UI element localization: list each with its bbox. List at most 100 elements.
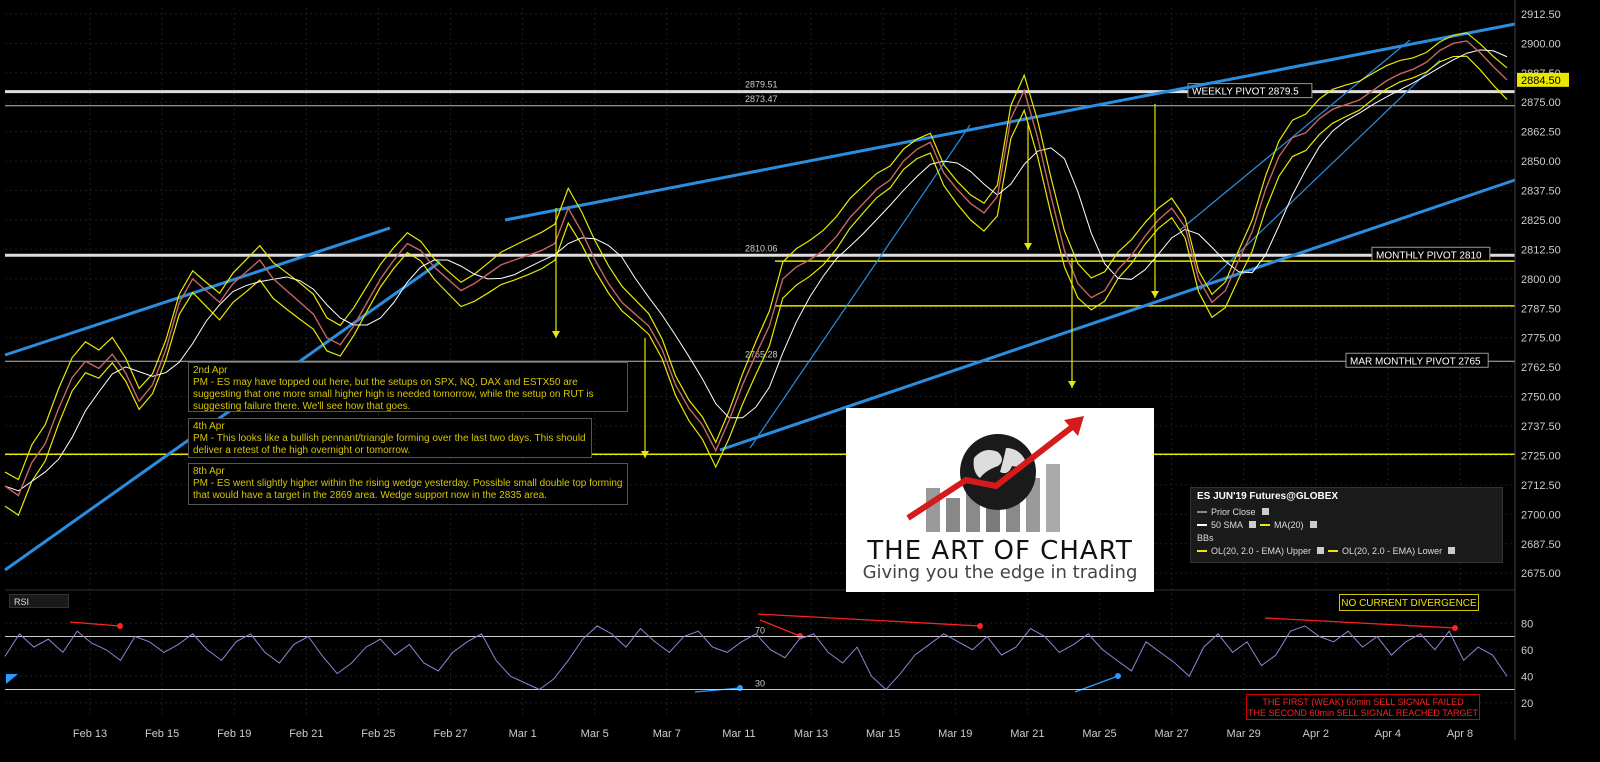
sma-50-line	[4, 49, 1508, 492]
time-tick-label: Mar 1	[509, 728, 537, 740]
price-tick-label: 2737.50	[1521, 421, 1561, 433]
price-tick-label: 2787.50	[1521, 303, 1561, 315]
pivot-label: MAR MONTHLY PIVOT 2765	[1350, 356, 1481, 367]
art-of-chart-logo: THE ART OF CHART Giving you the edge in …	[846, 408, 1154, 592]
arrow-head	[552, 331, 560, 338]
divergence-arrow	[757, 613, 981, 627]
time-tick-label: Mar 19	[938, 728, 972, 740]
price-tick-label: 2700.00	[1521, 509, 1561, 521]
rsi-indicator-label[interactable]: RSI	[9, 594, 69, 608]
last-price-tag	[1517, 72, 1569, 87]
pivot-label-box	[1187, 83, 1313, 99]
time-tick-label: Apr 2	[1303, 728, 1329, 740]
checkbox-icon[interactable]	[1317, 547, 1325, 554]
price-tick-label: 2725.00	[1521, 450, 1561, 462]
legend-item: Prior Close	[1197, 505, 1496, 518]
arrow-head	[1024, 243, 1032, 250]
logo-tagline: Giving you the edge in trading	[862, 562, 1138, 583]
pivot-label-box	[1345, 352, 1489, 368]
time-tick-label: Mar 5	[581, 728, 609, 740]
note-text: PM - This looks like a bullish pennant/t…	[193, 433, 586, 456]
legend-item: BBs	[1197, 531, 1496, 544]
pivot-levels: 2879.51 WEEKLY PIVOT 2879.5 2873.47 2810.06…	[5, 80, 1515, 456]
rsi-tick-label: 20	[1521, 698, 1533, 710]
legend-item-label: MA(20)	[1274, 519, 1304, 530]
rsi-level-label: 70	[755, 626, 765, 636]
trend-line	[1199, 59, 1441, 291]
signal-status: THE FIRST (WEAK) 60min SELL SIGNAL FAILE…	[1246, 694, 1480, 720]
rsi-tick-label: 80	[1521, 618, 1533, 630]
note-4th-apr: 4th Apr PM - This looks like a bullish p…	[188, 418, 592, 458]
trend-line	[4, 260, 441, 572]
price-tick-label: 2912.50	[1521, 9, 1561, 21]
time-tick-label: Mar 15	[866, 728, 900, 740]
price-tick-label: 2800.00	[1521, 274, 1561, 286]
time-tick-label: Feb 19	[217, 728, 251, 740]
bb-lower-line	[4, 55, 1508, 517]
checkbox-icon[interactable]	[1309, 521, 1317, 528]
legend-item-label: BBs	[1197, 532, 1214, 543]
trend-line	[719, 178, 1516, 452]
arrow-head	[737, 685, 743, 691]
price-line	[4, 40, 1508, 497]
arrow-head	[117, 623, 123, 629]
note-2nd-apr: 2nd Apr PM - ES may have topped out here…	[188, 362, 628, 412]
time-tick-label: Apr 4	[1375, 728, 1401, 740]
divergence-arrow	[69, 621, 121, 627]
time-tick-label: Mar 29	[1227, 728, 1261, 740]
time-tick-label: Feb 15	[145, 728, 179, 740]
pivot-price-label: 2879.51	[745, 80, 778, 90]
rsi-line	[4, 625, 1508, 691]
note-text: PM - ES may have topped out here, but th…	[193, 377, 594, 412]
indicator-legend: ES JUN'19 Futures@GLOBEX Prior Close 50 …	[1190, 487, 1503, 563]
time-tick-label: Mar 21	[1010, 728, 1044, 740]
checkbox-icon[interactable]	[1261, 508, 1269, 515]
legend-item-label: Prior Close	[1211, 506, 1256, 517]
price-tick-label: 2875.00	[1521, 97, 1561, 109]
legend-title: ES JUN'19 Futures@GLOBEX	[1197, 491, 1339, 502]
legend-item-label: OL(20, 2.0 - EMA) Lower	[1342, 545, 1443, 556]
checkbox-icon[interactable]	[1448, 547, 1456, 554]
time-tick-label: Mar 7	[653, 728, 681, 740]
price-axis: 2912.502900.002887.502875.002862.502850.…	[1514, 0, 1600, 757]
pivot-label: MONTHLY PIVOT 2810	[1376, 250, 1482, 261]
trend-line	[1179, 39, 1411, 231]
divergence-status: NO CURRENT DIVERGENCE	[1339, 594, 1479, 611]
price-tick-label: 2775.00	[1521, 333, 1561, 345]
note-date: 4th Apr	[193, 421, 225, 432]
pivot-label: WEEKLY PIVOT 2879.5	[1192, 87, 1299, 98]
rsi-tick-label: 40	[1521, 671, 1533, 683]
signal-line: THE FIRST (WEAK) 60min SELL SIGNAL FAILE…	[1262, 697, 1464, 707]
price-axis-panel	[1515, 0, 1600, 757]
legend-item: OL(20, 2.0 - EMA) Upper OL(20, 2.0 - EMA)…	[1197, 544, 1496, 557]
price-tick-label: 2750.00	[1521, 392, 1561, 404]
price-tick-label: 2900.00	[1521, 38, 1561, 50]
divergence-arrow	[1264, 617, 1456, 629]
price-series	[4, 32, 1508, 517]
price-tick-label: 2762.50	[1521, 362, 1561, 374]
legend-item-label: OL(20, 2.0 - EMA) Upper	[1211, 545, 1312, 556]
trend-line	[4, 226, 391, 357]
pivot-price-label: 2810.06	[745, 243, 778, 253]
rsi-panel: 70 30	[4, 625, 1515, 691]
last-price-label: 2884.50	[1521, 75, 1561, 87]
price-tick-label: 2712.50	[1521, 480, 1561, 492]
time-tick-label: Mar 27	[1154, 728, 1188, 740]
checkbox-icon[interactable]	[1249, 521, 1257, 528]
legend-item: 50 SMA MA(20)	[1197, 518, 1496, 531]
time-tick-label: Mar 13	[794, 728, 828, 740]
time-tick-label: Mar 11	[722, 728, 755, 740]
time-tick-label: Mar 25	[1082, 728, 1116, 740]
note-date: 2nd Apr	[193, 365, 228, 376]
note-date: 8th Apr	[193, 466, 225, 477]
price-tick-label: 2825.00	[1521, 215, 1561, 227]
arrow-head	[1115, 673, 1121, 679]
price-tick-label: 2812.50	[1521, 244, 1561, 256]
price-tick-label: 2837.50	[1521, 186, 1561, 198]
annotation-arrows	[6, 104, 1458, 693]
time-tick-label: Apr 8	[1447, 728, 1473, 740]
rsi-level-label: 30	[755, 679, 765, 689]
time-tick-label: Feb 13	[73, 728, 107, 740]
logo-graphic-icon	[906, 416, 1084, 532]
pivot-price-label: 2765.28	[745, 349, 778, 359]
